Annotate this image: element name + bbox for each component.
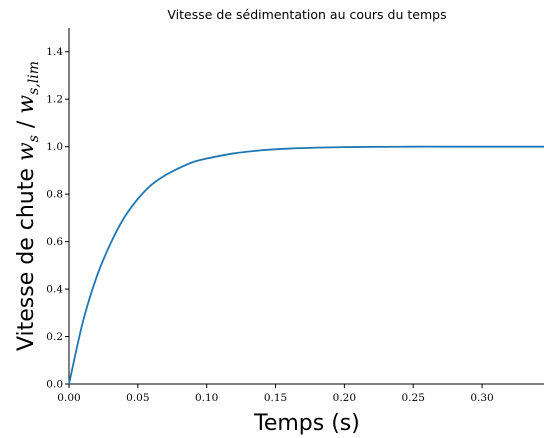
x-tick-label: 0.05 bbox=[126, 392, 149, 404]
series-line bbox=[68, 145, 544, 385]
series-group bbox=[68, 145, 544, 385]
y-axis-label-den-sub: s,lim bbox=[26, 61, 42, 95]
y-tick-label: 1.0 bbox=[46, 141, 63, 153]
y-axis-label-main-sub: s bbox=[26, 135, 42, 142]
y-tick-label: 0.4 bbox=[46, 284, 63, 296]
chart-title: Vitesse de sédimentation au cours du tem… bbox=[167, 7, 446, 22]
y-tick-label: 1.2 bbox=[46, 94, 63, 106]
x-axis-label: Temps (s) bbox=[253, 411, 360, 436]
x-tick-label: 0.30 bbox=[470, 392, 493, 404]
y-tick-label: 1.4 bbox=[46, 46, 63, 58]
y-ticks: 0.0 0.2 0.4 0.6 0.8 1.0 1.2 1.4 bbox=[46, 46, 69, 391]
x-tick-label: 0.10 bbox=[195, 392, 218, 404]
y-tick-label: 0.6 bbox=[46, 236, 63, 248]
x-tick-label: 0.20 bbox=[333, 392, 356, 404]
y-axis-label-main: w bbox=[14, 142, 39, 161]
y-tick-label: 0.0 bbox=[46, 379, 63, 391]
y-axis-label-separator: / bbox=[14, 114, 39, 135]
y-tick-label: 0.2 bbox=[46, 331, 63, 343]
x-ticks: 0.00 0.05 0.10 0.15 0.20 0.25 0.30 bbox=[57, 384, 494, 404]
plot-area: 0.00 0.05 0.10 0.15 0.20 0.25 0.30 0.00.20.40.… bbox=[46, 28, 544, 404]
y-tick-label: 0.8 bbox=[46, 189, 63, 201]
x-tick-label: 0.15 bbox=[264, 392, 287, 404]
x-tick-label: 0.00 bbox=[57, 392, 80, 404]
x-tick-label: 0.25 bbox=[402, 392, 425, 404]
y-axis-label-text: Vitesse de chute bbox=[14, 161, 39, 351]
y-axis-label-den: w bbox=[14, 95, 39, 114]
y-axis-label: Vitesse de chute ws / ws,lim bbox=[14, 61, 42, 351]
